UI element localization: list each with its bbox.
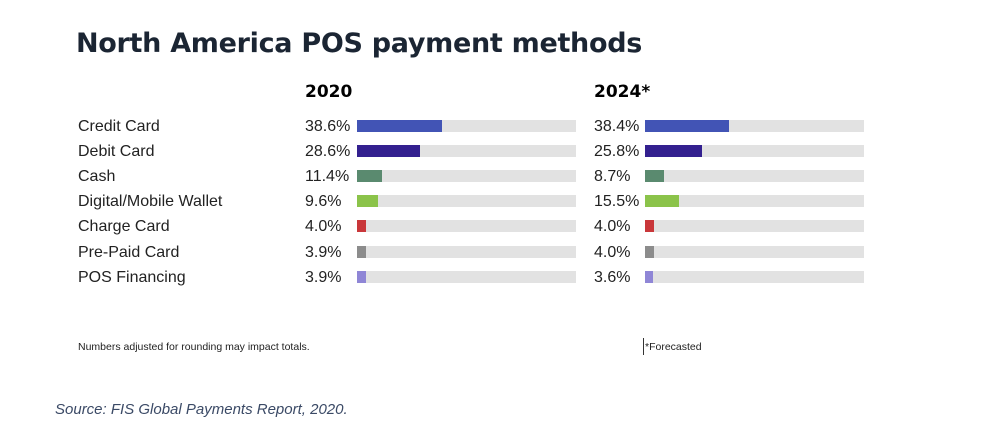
bar-track <box>357 170 576 182</box>
value-label: 38.6% <box>305 118 351 135</box>
value-label: 11.4% <box>305 168 350 185</box>
bar <box>357 170 382 182</box>
category-label: Cash <box>78 168 116 185</box>
value-label: 3.9% <box>305 244 342 261</box>
chart-title: North America POS payment methods <box>76 28 643 59</box>
bar-track <box>645 120 864 132</box>
source-note: Source: FIS Global Payments Report, 2020… <box>55 401 348 418</box>
bar <box>357 220 366 232</box>
category-label: Debit Card <box>78 143 155 160</box>
value-label: 4.0% <box>305 218 342 235</box>
bar-track <box>357 195 576 207</box>
bar-track <box>357 145 576 157</box>
bar <box>357 195 379 207</box>
value-label: 8.7% <box>594 168 631 185</box>
bar <box>645 271 653 283</box>
bar <box>357 120 442 132</box>
bar-track <box>645 170 864 182</box>
bar <box>645 170 665 182</box>
bar-track <box>645 220 864 232</box>
bar-track <box>357 271 576 283</box>
value-label: 4.0% <box>594 218 631 235</box>
bar <box>357 145 420 157</box>
bar-track <box>645 246 864 258</box>
category-label: Charge Card <box>78 218 170 235</box>
value-label: 4.0% <box>594 244 631 261</box>
column-header-2020: 2020 <box>305 82 353 102</box>
bar <box>645 246 654 258</box>
column-header-2024: 2024* <box>594 82 651 102</box>
value-label: 38.4% <box>594 118 640 135</box>
bar <box>357 271 366 283</box>
category-label: Digital/Mobile Wallet <box>78 193 223 210</box>
category-label: POS Financing <box>78 269 186 286</box>
divider <box>643 338 644 355</box>
value-label: 9.6% <box>305 193 342 210</box>
bar-track <box>357 120 576 132</box>
rounding-footnote: Numbers adjusted for rounding may impact… <box>78 341 310 353</box>
value-label: 15.5% <box>594 193 640 210</box>
bar <box>645 120 730 132</box>
bar-track <box>645 195 864 207</box>
bar <box>645 195 679 207</box>
bar-track <box>357 220 576 232</box>
bar <box>357 246 366 258</box>
bar <box>645 145 702 157</box>
value-label: 25.8% <box>594 143 640 160</box>
forecast-footnote: *Forecasted <box>645 341 702 353</box>
value-label: 3.6% <box>594 269 631 286</box>
category-label: Credit Card <box>78 118 160 135</box>
value-label: 28.6% <box>305 143 351 160</box>
value-label: 3.9% <box>305 269 342 286</box>
bar-track <box>357 246 576 258</box>
bar-track <box>645 271 864 283</box>
category-label: Pre-Paid Card <box>78 244 180 261</box>
bar <box>645 220 654 232</box>
bar-track <box>645 145 864 157</box>
